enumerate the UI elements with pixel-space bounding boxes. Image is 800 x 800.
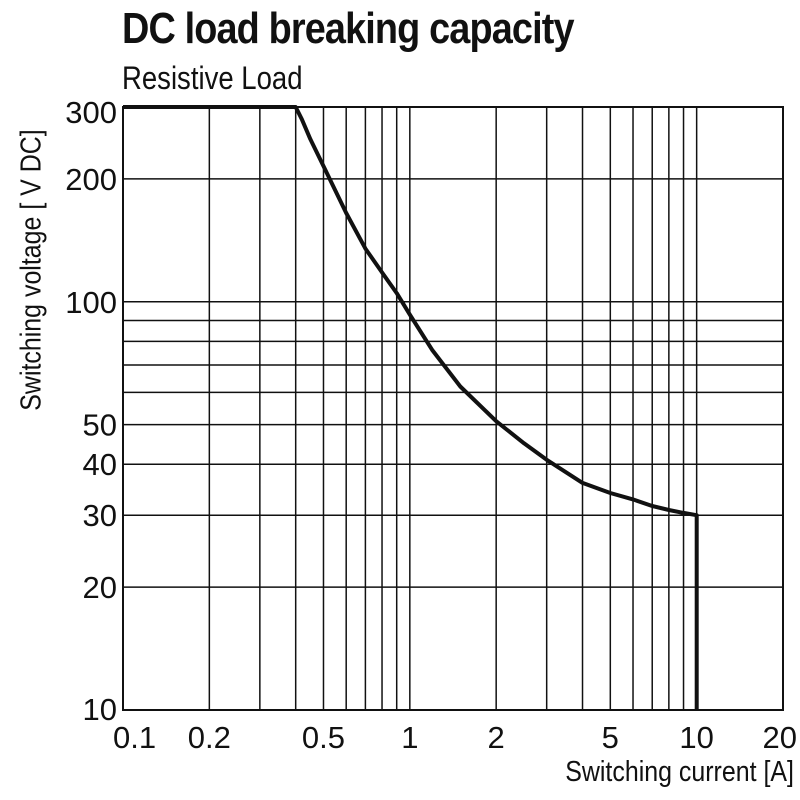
y-tick-label: 30 — [83, 498, 117, 533]
x-tick-label: 1 — [401, 720, 418, 755]
x-tick-label: 0.2 — [188, 720, 231, 755]
chart-subtitle: Resistive Load — [122, 60, 303, 96]
x-axis-label: Switching current [A] — [565, 756, 794, 788]
y-tick-label: 50 — [83, 408, 117, 443]
chart-title: DC load breaking capacity — [122, 4, 575, 53]
grid — [123, 107, 783, 710]
series-line — [123, 105, 699, 710]
x-tick-label: 20 — [763, 720, 797, 755]
y-tick-label: 20 — [83, 570, 117, 605]
y-tick-label: 200 — [65, 162, 117, 197]
y-tick-label: 40 — [83, 447, 117, 482]
tick-labels: 0.1 0.2 0.5 1 2 5 10 20 10 20 30 40 50 100 200 300 — [65, 95, 797, 755]
x-tick-label: 0.1 — [113, 720, 156, 755]
y-tick-label: 300 — [65, 95, 117, 130]
x-tick-label: 5 — [602, 720, 619, 755]
y-tick-label: 100 — [65, 285, 117, 320]
x-tick-label: 0.5 — [302, 720, 345, 755]
series-group — [123, 105, 699, 710]
plot-frame — [122, 106, 784, 711]
y-tick-label: 10 — [83, 692, 117, 727]
x-tick-label: 2 — [488, 720, 505, 755]
x-tick-label: 10 — [679, 720, 713, 755]
